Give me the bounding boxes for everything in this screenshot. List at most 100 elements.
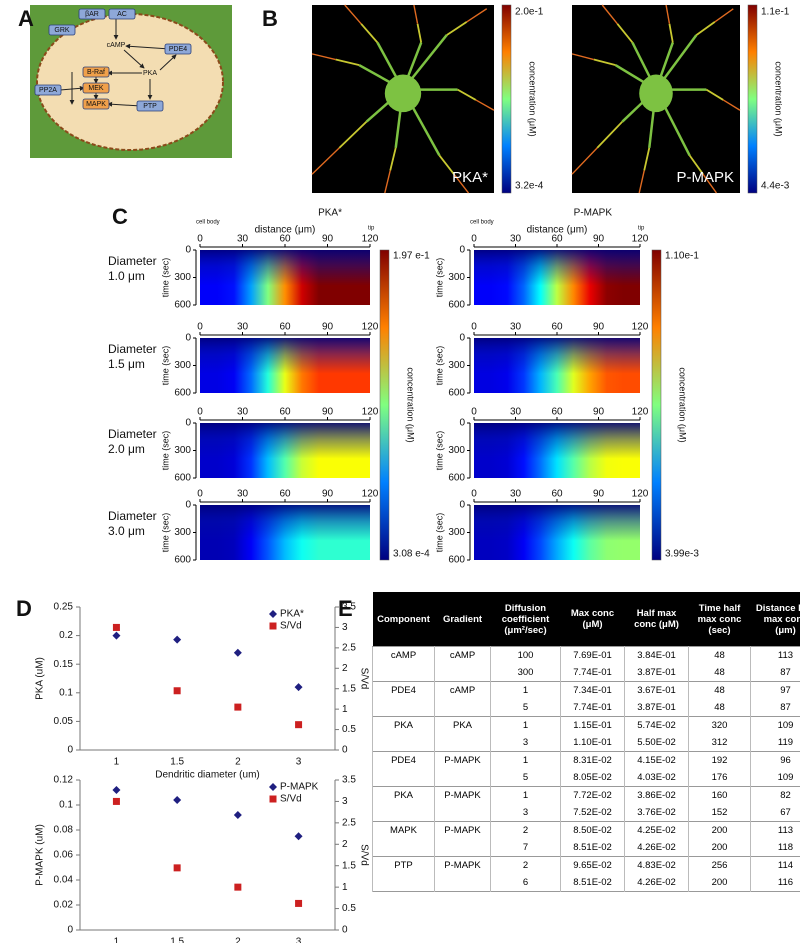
- dendrite: [593, 58, 616, 67]
- dendrite: [446, 21, 468, 36]
- x-tick-label: 30: [237, 407, 249, 418]
- dendrite: [596, 120, 624, 149]
- table-cell: 176: [688, 769, 751, 787]
- dendrite: [688, 154, 704, 175]
- y-tick-label: 0.06: [54, 850, 74, 861]
- y2-tick-label: 0.5: [342, 724, 356, 735]
- table-cell: 4.83E-02: [624, 856, 689, 874]
- group-cell: PKA: [372, 786, 435, 822]
- y2-tick-label: 1.5: [342, 860, 356, 871]
- row-label: Diameter: [108, 509, 157, 523]
- diamond-marker: [233, 811, 242, 819]
- x-tick-label: 60: [551, 407, 563, 418]
- node-label: AC: [117, 11, 127, 18]
- pathway-node: [34, 84, 62, 96]
- colorbar: [747, 4, 758, 194]
- y2-tick-label: 1: [342, 882, 348, 893]
- x-tick-label: 120: [632, 322, 649, 333]
- y-tick-label: 0.05: [54, 716, 74, 727]
- x-tick-label: 60: [551, 489, 563, 500]
- y2-tick-label: 3.5: [342, 775, 356, 786]
- colorbar-min: 4.4e-3: [761, 181, 790, 192]
- soma: [384, 74, 422, 113]
- table-cell: 200: [688, 839, 751, 857]
- table-cell: 6: [490, 874, 561, 892]
- x-tick-label: 3: [296, 937, 302, 943]
- table-row: cAMP cAMP 100 7.69E-01 3.84E-01 48 113: [372, 646, 800, 682]
- y-tick-label: 0.02: [54, 900, 74, 911]
- legend-label: P-MAPK: [280, 782, 319, 793]
- y2-tick-label: 3: [342, 622, 348, 633]
- image-label: PKA*: [452, 169, 488, 186]
- header-cell: Distance half max conc (μm): [750, 592, 800, 647]
- colorbar: [379, 249, 390, 561]
- y2-tick-label: 1.5: [342, 683, 356, 694]
- y-tick-label: 0: [185, 500, 191, 511]
- x-tick-label: 60: [279, 407, 291, 418]
- table-cell: 4.15E-02: [624, 751, 689, 769]
- x-tick-label: 30: [237, 489, 249, 500]
- table-cell: 7.69E-01: [560, 646, 625, 664]
- table-cell: 113: [750, 646, 800, 664]
- table-cell: 5.74E-02: [624, 716, 689, 734]
- y-axis-label: time (sec): [434, 346, 444, 386]
- table-cell: 97: [750, 681, 800, 699]
- x-tick-label: 30: [510, 234, 522, 245]
- panel-letter: A: [18, 6, 34, 31]
- arrow: [125, 43, 171, 50]
- x-tick-label: 2: [235, 757, 241, 768]
- x-tick-label: 90: [322, 234, 334, 245]
- pathway-node: [48, 24, 76, 36]
- soma: [639, 74, 673, 113]
- y-axis-label: time (sec): [434, 258, 444, 298]
- tip-label: tip: [368, 226, 375, 232]
- table-cell: 1: [490, 751, 561, 769]
- table-cell: 4.26E-02: [624, 874, 689, 892]
- dendrite: [466, 8, 488, 23]
- diamond-marker: [233, 648, 242, 657]
- group-cell: P-MAPK: [434, 751, 491, 787]
- y2-tick-label: 0: [342, 745, 348, 756]
- group-cell: PDE4: [372, 681, 435, 717]
- table-cell: 152: [688, 804, 751, 822]
- y-axis-label: time (sec): [434, 431, 444, 471]
- arrow: [159, 54, 177, 71]
- row-label: Diameter: [108, 427, 157, 441]
- y-tick-label: 600: [448, 473, 465, 484]
- x-tick-label: 60: [279, 489, 291, 500]
- y2-tick-label: 3.5: [342, 602, 356, 613]
- y-tick-label: 600: [448, 555, 465, 566]
- diamond-marker: [294, 832, 303, 841]
- dendrite: [384, 170, 391, 194]
- table-cell: 109: [750, 769, 800, 787]
- group-cell: cAMP: [434, 681, 491, 717]
- x-tick-label: 0: [471, 322, 477, 333]
- table-cell: 7.34E-01: [560, 681, 625, 699]
- y-tick-label: 0.15: [54, 659, 74, 670]
- table-cell: 9.65E-02: [560, 856, 625, 874]
- colorbar-min: 3.2e-4: [515, 181, 544, 192]
- y-tick-label: 0: [185, 418, 191, 429]
- table-cell: 1: [490, 786, 561, 804]
- image-label: P-MAPK: [676, 169, 734, 186]
- table-row: 3 7.52E-02 3.76E-02 152 67: [373, 804, 800, 822]
- y-tick-label: 0: [459, 245, 465, 256]
- x-tick-label: 120: [632, 489, 649, 500]
- y-tick-label: 300: [174, 360, 191, 371]
- heatmap-shade: [200, 505, 370, 560]
- colorbar: [651, 249, 662, 561]
- y-tick-label: 300: [174, 527, 191, 538]
- dendrite: [311, 53, 336, 61]
- table-cell: 200: [688, 821, 751, 839]
- table-cell: 1.15E-01: [560, 716, 625, 734]
- y-tick-label: 300: [448, 527, 465, 538]
- y-tick-label: 0: [185, 333, 191, 344]
- dendrite: [601, 4, 618, 25]
- x-tick-label: 1.5: [170, 937, 184, 943]
- table-cell: 5: [490, 699, 561, 717]
- table-cell: 48: [688, 699, 751, 717]
- pathway-node: [164, 43, 192, 55]
- dendrite: [616, 23, 634, 44]
- header-cell: Diffusion coefficient (μm²/sec): [490, 592, 561, 647]
